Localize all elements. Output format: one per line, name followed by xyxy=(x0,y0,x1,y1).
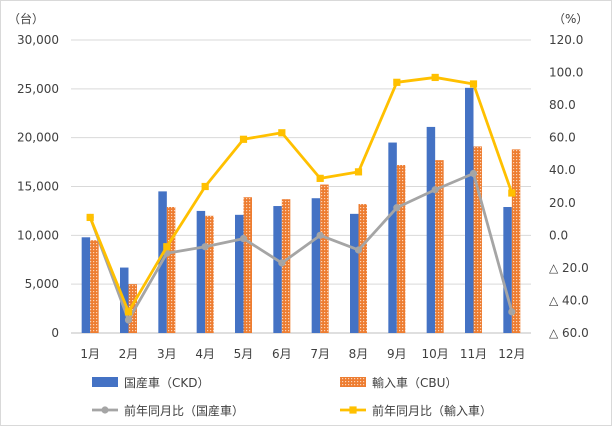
left-tick-label: 25,000 xyxy=(17,82,59,96)
point-cbu-yoy xyxy=(86,213,94,222)
right-tick-label: △ 40.0 xyxy=(549,293,589,307)
line-ckd-yoy xyxy=(88,172,514,322)
x-tick-label: 1月 xyxy=(80,347,100,361)
x-tick-label: 5月 xyxy=(234,347,254,361)
bar-ckd xyxy=(426,126,436,333)
legend-cbu-label: 輸入車（CBU） xyxy=(372,375,457,390)
x-tick-label: 11月 xyxy=(460,347,487,361)
bar-cbu xyxy=(243,197,252,333)
point-cbu-yoy xyxy=(163,243,171,251)
bar-cbu xyxy=(396,165,406,333)
x-tick-label: 4月 xyxy=(195,347,215,361)
bar-ckd xyxy=(465,87,474,334)
point-ckd-yoy xyxy=(278,259,286,267)
right-tick-label: 40.0 xyxy=(549,163,576,177)
left-tick-label: 10,000 xyxy=(17,228,59,242)
x-tick-label: 2月 xyxy=(119,347,139,361)
bar-ckd xyxy=(273,206,282,333)
point-ckd-yoy xyxy=(124,316,133,324)
bar-ckd xyxy=(81,237,91,333)
point-cbu-yoy xyxy=(469,80,478,88)
right-tick-label: 0.0 xyxy=(549,228,568,242)
right-tick-label: △ 20.0 xyxy=(549,261,589,275)
bar-cbu xyxy=(473,146,482,333)
x-tick-label: 6月 xyxy=(272,347,292,361)
bar-cbu xyxy=(358,204,367,333)
bar-cbu xyxy=(166,207,176,333)
right-axis-unit: （%） xyxy=(553,12,588,26)
point-cbu-yoy xyxy=(316,174,324,182)
right-tick-label: 80.0 xyxy=(549,98,576,112)
point-ckd-yoy xyxy=(508,308,516,316)
bar-cbu xyxy=(435,160,444,333)
bar-cbu xyxy=(90,240,99,333)
x-tick-label: 8月 xyxy=(349,347,369,361)
bar-cbu xyxy=(511,149,521,333)
point-ckd-yoy xyxy=(239,234,248,243)
bar-cbu xyxy=(320,184,329,333)
point-ckd-yoy xyxy=(316,231,324,239)
point-cbu-yoy xyxy=(393,78,401,86)
bar-cbu xyxy=(281,199,291,333)
point-ckd-yoy xyxy=(469,169,478,178)
legend-ckd-label: 国産車（CKD） xyxy=(124,375,210,390)
axes: （台） （%） 0 5,000 10,000 15,000 20,000 25,000 30… xyxy=(8,11,589,361)
x-tick-label: 12月 xyxy=(498,347,525,361)
bar-ckd xyxy=(503,207,512,333)
bar-ckd xyxy=(235,214,244,333)
right-tick-label: △ 60.0 xyxy=(549,326,589,340)
point-cbu-yoy xyxy=(354,168,363,176)
bar-ckd xyxy=(311,198,321,333)
left-tick-label: 5,000 xyxy=(25,277,59,291)
bar-cbu xyxy=(128,284,137,333)
point-cbu-yoy xyxy=(508,189,516,197)
gridlines xyxy=(71,39,531,334)
left-axis-unit: （台） xyxy=(8,11,44,26)
legend-ckd-swatch xyxy=(92,377,118,387)
point-ckd-yoy xyxy=(393,204,401,212)
point-cbu-yoy xyxy=(431,73,439,82)
right-tick-label: 100.0 xyxy=(549,66,583,80)
point-ckd-yoy xyxy=(431,186,439,194)
x-tick-label: 3月 xyxy=(157,347,177,361)
x-tick-label: 9月 xyxy=(387,347,407,361)
x-tick-label: 7月 xyxy=(310,347,330,361)
x-tick-label: 10月 xyxy=(422,347,449,361)
bar-cbu xyxy=(205,215,214,333)
right-tick-label: 120.0 xyxy=(549,33,583,47)
left-tick-label: 0 xyxy=(51,326,59,340)
point-cbu-yoy xyxy=(239,135,248,143)
point-ckd-yoy xyxy=(354,246,363,254)
legend: 国産車（CKD） 輸入車（CBU） 前年同月比（国産車） 前年同月比（輸入車） xyxy=(92,375,492,418)
line-cbu-yoy xyxy=(88,76,514,314)
bar-ckd xyxy=(196,210,206,333)
point-cbu-yoy xyxy=(124,308,133,316)
legend-cbu-swatch xyxy=(340,377,366,387)
right-tick-label: 60.0 xyxy=(549,131,576,145)
right-tick-label: 20.0 xyxy=(549,196,576,210)
legend-ckd-yoy-marker xyxy=(101,406,109,414)
legend-cbu-yoy-marker xyxy=(349,406,357,414)
legend-cbu-yoy-label: 前年同月比（輸入車） xyxy=(372,403,492,418)
bar-ckd xyxy=(350,213,359,333)
left-tick-label: 30,000 xyxy=(17,33,59,47)
left-tick-label: 20,000 xyxy=(17,131,59,145)
left-tick-label: 15,000 xyxy=(17,180,59,194)
bar-ckd xyxy=(388,142,397,333)
point-ckd-yoy xyxy=(201,243,209,251)
point-cbu-yoy xyxy=(278,129,286,137)
legend-ckd-yoy-label: 前年同月比（国産車） xyxy=(124,403,244,418)
bars xyxy=(81,87,521,334)
point-cbu-yoy xyxy=(201,182,209,191)
lines xyxy=(86,73,516,324)
